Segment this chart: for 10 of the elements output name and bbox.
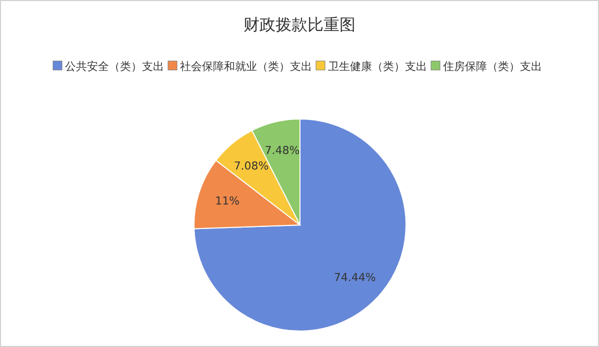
legend-label: 住房保障（类）支出 xyxy=(443,60,542,73)
chart-title: 财政拨款比重图 xyxy=(244,15,356,34)
legend-label: 公共安全（类）支出 xyxy=(65,60,164,73)
data-label: 7.48% xyxy=(264,144,300,157)
legend-label: 社会保障和就业（类）支出 xyxy=(180,60,312,73)
legend-label: 卫生健康（类）支出 xyxy=(328,60,427,73)
pie-slice xyxy=(194,118,406,332)
data-label: 11% xyxy=(215,194,240,208)
data-label: 74.44% xyxy=(334,271,376,284)
data-label: 7.08% xyxy=(234,159,269,172)
